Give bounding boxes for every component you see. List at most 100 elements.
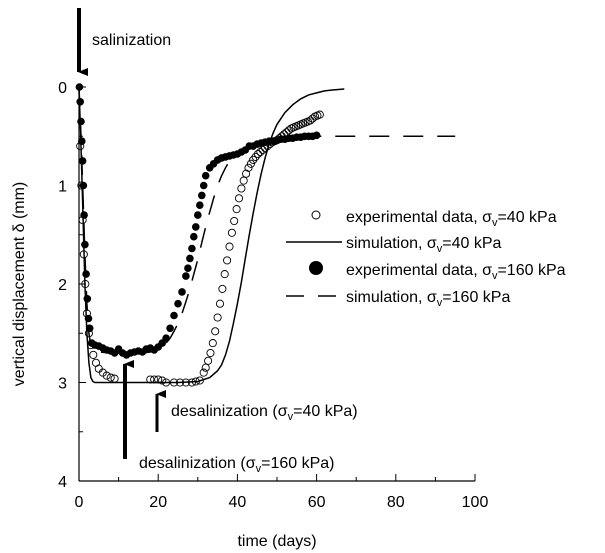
plot-area xyxy=(75,83,456,387)
filled-data-point xyxy=(186,254,194,263)
open-data-point xyxy=(284,126,293,135)
open-data-point xyxy=(251,152,260,161)
solid-simulation-line xyxy=(78,86,345,384)
x-tick-label: 100 xyxy=(462,494,489,511)
x-tick-label: 60 xyxy=(308,494,326,511)
legend: experimental data, σv=40 kPa simulation,… xyxy=(286,209,566,309)
open-data-point xyxy=(106,373,115,382)
filled-data-point xyxy=(79,181,88,190)
filled-data-point xyxy=(194,211,202,219)
series-3 xyxy=(75,83,321,359)
legend-item-2-tail: =40 kPa xyxy=(442,235,501,252)
open-data-point xyxy=(230,216,239,226)
axes xyxy=(78,87,475,482)
legend-item-2-label: simulation, σ xyxy=(346,235,437,252)
legend-item-3: experimental data, σv=160 kPa xyxy=(346,262,566,282)
filled-data-point xyxy=(174,299,182,308)
filled-data-point xyxy=(196,201,204,209)
desalinization-160-post: =160 kPa) xyxy=(261,455,334,472)
series-2 xyxy=(78,86,345,384)
open-data-point xyxy=(201,363,210,372)
dashed-simulation-line xyxy=(78,86,456,354)
open-data-point xyxy=(258,145,267,155)
series-4 xyxy=(78,86,456,354)
filled-data-point xyxy=(170,311,178,320)
annotations: salinization desalinization (σv=40 kPa) … xyxy=(77,8,358,475)
open-data-point xyxy=(227,228,236,237)
open-data-point xyxy=(215,299,225,308)
open-data-point xyxy=(218,284,227,293)
x-tick-label: 20 xyxy=(149,494,167,511)
filled-data-point xyxy=(78,157,87,165)
filled-data-point xyxy=(201,171,210,180)
legend-item-1-tail: =40 kPa xyxy=(497,209,556,226)
legend-item-3-sub: v xyxy=(492,270,498,282)
x-tick-label: 0 xyxy=(75,494,84,511)
legend-item-1: experimental data, σv=40 kPa xyxy=(346,209,557,229)
open-data-point xyxy=(204,356,213,365)
open-data-point xyxy=(102,371,111,380)
open-data-point xyxy=(234,194,244,203)
x-ticks: 0 20 40 60 80 100 xyxy=(75,474,489,511)
filled-data-point xyxy=(85,324,94,333)
open-data-point xyxy=(253,149,263,159)
open-data-point xyxy=(246,159,255,168)
legend-item-4: simulation, σv=160 kPa xyxy=(346,289,510,309)
filled-data-point xyxy=(188,244,196,253)
open-data-point xyxy=(199,368,208,377)
legend-item-1-label: experimental data, σ xyxy=(346,209,492,226)
filled-data-point xyxy=(199,181,208,190)
y-tick-label: 1 xyxy=(58,179,67,196)
open-data-point xyxy=(308,114,317,123)
desalinization-40-pre: desalinization (σ xyxy=(171,403,288,420)
open-data-point xyxy=(256,147,265,157)
open-data-point xyxy=(239,176,248,185)
open-data-point xyxy=(315,110,324,119)
open-data-point xyxy=(89,350,98,359)
y-tick-label: 0 xyxy=(58,80,67,97)
filled-data-point xyxy=(81,240,89,249)
desalinization-160-label: desalinization (σv=160 kPa) xyxy=(139,455,335,475)
legend-item-4-label: simulation, σ xyxy=(346,289,437,306)
open-data-point xyxy=(220,270,229,279)
legend-item-2-sub: v xyxy=(437,243,443,255)
y-axis-label: vertical displacement δ (mm) xyxy=(11,182,28,387)
x-axis-label: time (days) xyxy=(237,533,316,550)
x-tick-label: 40 xyxy=(229,494,247,511)
legend-item-1-sub: v xyxy=(492,217,498,229)
filled-data-point xyxy=(190,232,198,241)
desalinization-160-sub: v xyxy=(256,463,262,475)
filled-data-point xyxy=(192,223,200,231)
legend-item-3-tail: =160 kPa xyxy=(497,262,565,279)
filled-data-point xyxy=(78,137,86,145)
filled-data-point xyxy=(312,131,321,140)
open-data-point xyxy=(158,376,167,385)
legend-item-3-label: experimental data, σ xyxy=(346,262,492,279)
salinization-label: salinization xyxy=(92,32,171,49)
y-tick-label: 2 xyxy=(58,277,67,294)
open-data-point xyxy=(211,327,220,336)
legend-item-4-sub: v xyxy=(437,297,443,309)
open-data-point xyxy=(225,242,234,251)
open-data-point xyxy=(232,205,241,214)
filled-data-point xyxy=(80,211,88,219)
filled-data-point xyxy=(198,191,206,200)
open-data-point xyxy=(249,155,258,164)
filled-data-point xyxy=(182,272,190,280)
open-data-point xyxy=(206,348,215,358)
open-data-point xyxy=(242,169,251,178)
open-data-point xyxy=(94,364,103,373)
open-data-point xyxy=(213,313,222,322)
filled-data-point xyxy=(84,314,93,323)
open-data-point xyxy=(195,376,204,385)
legend-open-circle-marker xyxy=(311,210,321,220)
open-data-point xyxy=(223,256,232,265)
filled-data-point xyxy=(184,264,192,273)
open-data-point xyxy=(237,184,246,193)
filled-data-point xyxy=(166,324,174,333)
legend-filled-circle-marker xyxy=(309,261,323,275)
open-data-point xyxy=(306,116,315,125)
desalinization-40-label: desalinization (σv=40 kPa) xyxy=(171,403,358,423)
desalinization-40-sub: v xyxy=(288,411,294,423)
